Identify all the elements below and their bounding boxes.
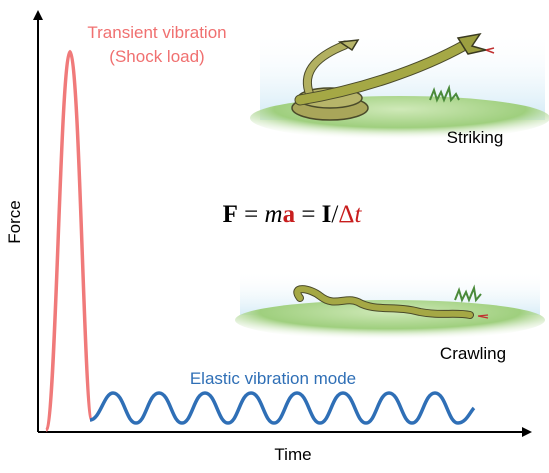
eq-part: /	[331, 201, 338, 228]
eq-part: =	[238, 201, 265, 228]
elastic-wave	[89, 391, 476, 425]
eq-part: F	[223, 201, 238, 228]
crawling-illustration	[235, 270, 545, 340]
eq-part: t	[354, 201, 362, 228]
equation: F = ma = I/Δt	[223, 201, 363, 228]
eq-part: m	[265, 201, 283, 228]
eq-part: I	[322, 201, 332, 228]
shock-label: (Shock load)	[109, 47, 204, 66]
eq-part: a	[283, 201, 296, 228]
x-axis-label: Time	[274, 445, 311, 464]
eq-part: =	[295, 201, 322, 228]
transient-label: Transient vibration	[87, 23, 226, 42]
shock-curve	[44, 49, 94, 432]
eq-part: Δ	[338, 201, 354, 228]
elastic-label: Elastic vibration mode	[190, 369, 356, 388]
y-axis-label: Force	[5, 200, 24, 243]
striking-label: Striking	[447, 128, 504, 147]
crawling-label: Crawling	[440, 344, 506, 363]
striking-illustration	[250, 30, 549, 140]
